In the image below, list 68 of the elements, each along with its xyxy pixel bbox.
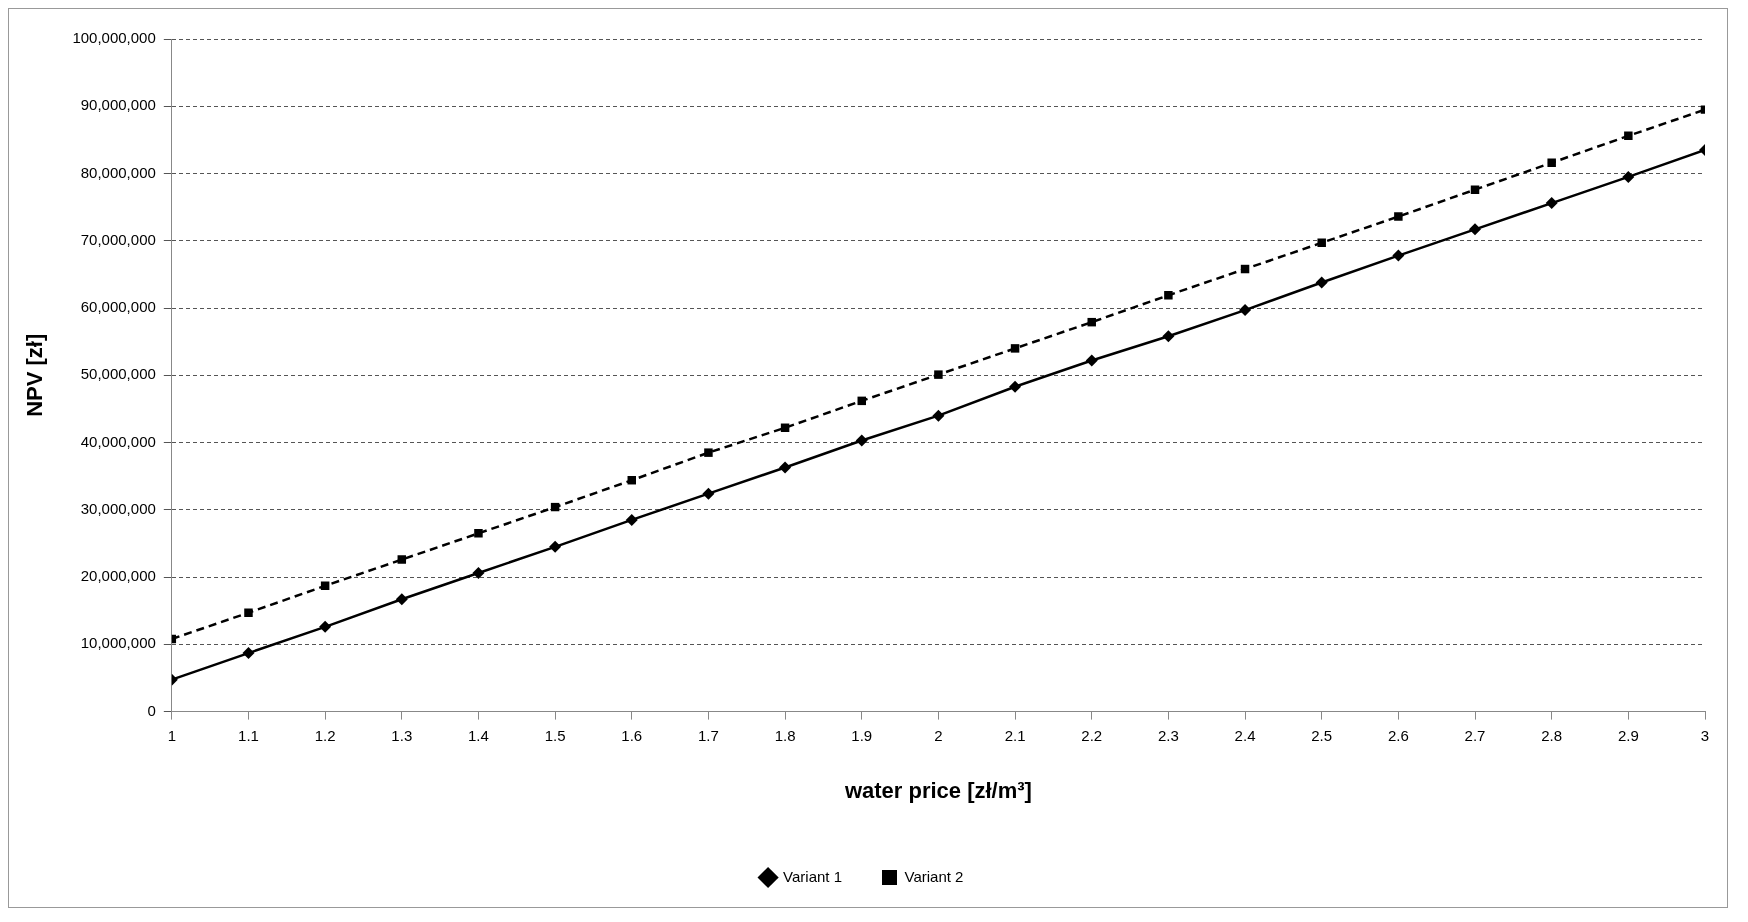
point [1547,158,1556,167]
x-tick-label: 2 [934,726,943,744]
x-tick-label: 2.8 [1541,726,1563,744]
x-tick-label: 1.5 [544,726,566,744]
x-tick-label: 2.2 [1081,726,1103,744]
point [932,409,945,422]
point [1085,354,1098,367]
x-tick-label: 2.1 [1004,726,1026,744]
point [1239,304,1252,317]
y-tick-label: 30,000,000 [80,499,156,517]
x-tick-label: 2.6 [1387,726,1409,744]
x-tick-label: 1.4 [468,726,489,744]
point [242,647,255,660]
point [1545,197,1558,210]
x-tick-label: 1 [167,726,176,744]
point [1469,223,1482,236]
point [395,593,408,606]
point [1009,380,1022,393]
y-tick-label: 70,000,000 [80,230,156,248]
y-tick-label: 10,000,000 [80,634,156,652]
point [472,567,485,580]
x-axis-title: water price [zł/m³] [843,777,1032,803]
x-tick-label: 1.8 [774,726,796,744]
point [1315,276,1328,289]
y-tick-label: 50,000,000 [80,365,156,383]
point [1392,249,1405,262]
point [397,555,407,564]
legend-label: Variant 1 [783,867,843,885]
point [779,461,792,474]
x-tick-label: 2.9 [1617,726,1639,744]
y-tick-label: 80,000,000 [80,163,156,181]
point [1317,238,1326,248]
point [244,608,253,617]
point [625,513,638,526]
point [319,620,332,633]
point [1164,291,1173,300]
x-tick-label: 1.1 [238,726,259,744]
point [474,529,483,538]
y-tick-label: 20,000,000 [80,567,156,585]
x-tick-label: 2.7 [1464,726,1486,744]
point [704,448,713,457]
point [1622,170,1635,183]
point [1624,131,1633,141]
x-tick-label: 1.3 [391,726,413,744]
point [934,370,943,379]
point [549,540,562,553]
x-tick-label: 2.4 [1234,726,1256,744]
y-tick-label: 0 [147,701,156,719]
point [1470,185,1480,194]
x-tick-label: 3 [1700,726,1710,744]
legend-label: Variant 2 [904,867,964,885]
y-tick-label: 40,000,000 [80,432,156,450]
point [1394,212,1403,221]
point [702,487,715,500]
x-tick-label: 2.3 [1157,726,1179,744]
point [855,434,868,447]
y-tick-label: 90,000,000 [80,96,156,114]
x-tick-label: 1.9 [851,726,873,744]
x-tick-label: 1.6 [621,726,643,744]
y-tick-label: 100,000,000 [72,29,156,47]
x-tick-label: 1.7 [698,726,719,744]
point [1010,344,1020,353]
y-axis-title: NPV [zł] [22,333,48,417]
point [1162,330,1175,343]
x-tick-label: 1.2 [314,726,336,744]
y-tick-label: 60,000,000 [80,298,156,316]
x-tick-label: 2.5 [1311,726,1333,744]
point [1087,317,1096,327]
